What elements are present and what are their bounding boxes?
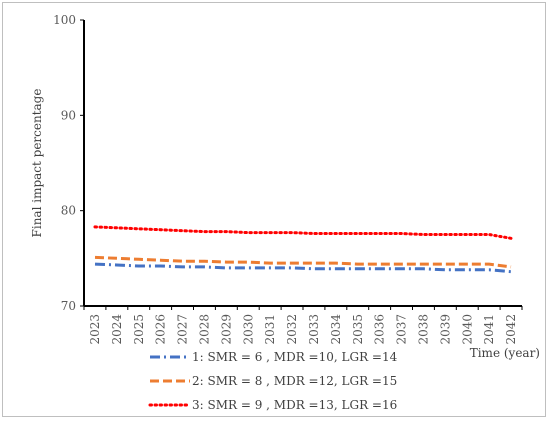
x-tick-label: 2025	[132, 314, 146, 345]
x-tick-label: 2038	[416, 314, 430, 345]
x-tick-label: 2032	[285, 314, 299, 345]
legend-label-2: 2: SMR = 8 , MDR =12, LGR =15	[192, 374, 397, 388]
x-tick-label: 2030	[241, 314, 255, 345]
legend-label-1: 1: SMR = 6 , MDR =10, LGR =14	[192, 350, 398, 364]
x-tick-label: 2027	[176, 314, 190, 345]
legend: 1: SMR = 6 , MDR =10, LGR =14 2: SMR = 8 …	[148, 350, 398, 412]
chart-frame	[2, 2, 546, 417]
y-tick-label: 100	[53, 13, 76, 27]
x-tick-label: 2041	[482, 314, 496, 345]
x-axis-label: Time (year)	[470, 346, 540, 360]
x-tick-label: 2023	[88, 314, 102, 345]
x-tick-label: 2033	[307, 314, 321, 345]
x-tick-label: 2035	[351, 314, 365, 345]
x-tick-label: 2036	[373, 314, 387, 345]
x-tick-label: 2039	[438, 314, 452, 345]
x-tick-label: 2028	[197, 314, 211, 345]
series-line-3	[93, 225, 513, 240]
x-tick-label: 2042	[504, 314, 518, 345]
y-tick-label: 80	[61, 204, 76, 218]
x-tick-label: 2029	[219, 314, 233, 345]
x-tick-label: 2031	[263, 314, 277, 345]
y-tick-label: 70	[61, 299, 76, 313]
x-tick-label: 2026	[154, 314, 168, 345]
legend-label-3: 3: SMR = 9 , MDR =13, LGR =16	[192, 398, 397, 412]
x-tick-label: 2037	[395, 314, 409, 345]
y-tick-label: 90	[61, 108, 76, 122]
x-tick-label: 2040	[460, 314, 474, 345]
x-tick-label: 2034	[329, 314, 343, 345]
y-axis-label: Final impact percentage	[30, 89, 44, 238]
series-line-1	[94, 262, 512, 274]
x-tick-label: 2024	[110, 314, 124, 345]
series-line-2	[94, 255, 512, 269]
